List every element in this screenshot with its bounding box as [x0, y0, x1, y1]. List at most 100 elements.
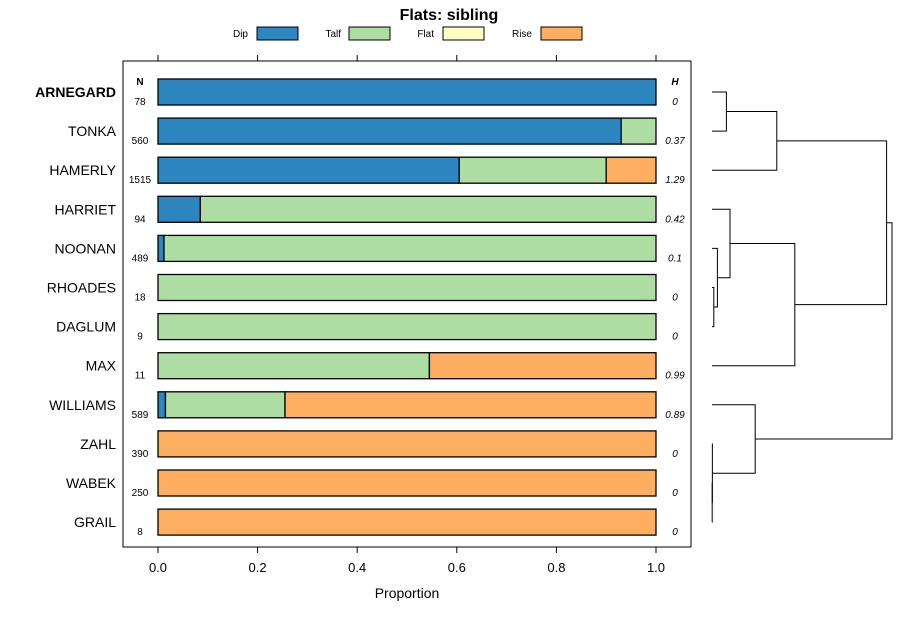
bar-segment-dip [157, 195, 201, 223]
bar-segment-talf [458, 156, 607, 184]
legend-swatch-dip [256, 26, 299, 41]
bar-row-daglum: DAGLUM 9 0 [56, 312, 678, 343]
row-label: GRAIL [74, 514, 116, 530]
bar-segment-talf [157, 312, 657, 341]
row-label: DAGLUM [56, 319, 116, 335]
bar-row-wabek: WABEK 250 0 [66, 469, 678, 499]
bar-segment-talf [157, 273, 657, 302]
row-label: NOONAN [55, 240, 116, 256]
plot-panel [122, 60, 692, 548]
n-value: 18 [134, 293, 146, 304]
legend-label-dip: Dip [233, 29, 248, 40]
row-label: ZAHL [80, 436, 116, 452]
x-tick-label: 0.8 [547, 560, 565, 575]
legend-label-flat: Flat [417, 29, 434, 40]
h-value: 0 [672, 97, 678, 108]
row-label: TONKA [68, 123, 117, 139]
bar-segment-rise [605, 156, 657, 184]
row-label: HAMERLY [49, 162, 116, 178]
row-label: MAX [86, 358, 117, 374]
n-value: 390 [132, 449, 149, 460]
n-value: 1515 [129, 175, 152, 186]
x-axis-title: Proportion [375, 585, 440, 601]
bar-segment-rise [157, 508, 657, 536]
h-value: 0.99 [665, 371, 685, 382]
h-value: 0.37 [665, 136, 685, 147]
bar-row-williams: WILLIAMS 589 0.89 [49, 391, 685, 421]
bar-segment-dip [157, 78, 657, 106]
bar-segment-talf [164, 391, 286, 419]
n-value: 78 [134, 97, 146, 108]
legend: Dip Talf Flat Rise [233, 26, 583, 41]
x-tick-label: 0.2 [249, 560, 267, 575]
bar-segment-rise [157, 469, 657, 497]
row-label: HARRIET [55, 201, 117, 217]
row-label: WILLIAMS [49, 397, 116, 413]
dendrogram-link [712, 111, 778, 171]
bar-row-grail: GRAIL 8 0 [74, 508, 678, 538]
row-label: WABEK [66, 475, 117, 491]
bar-segment-rise [157, 430, 657, 458]
bar-row-noonan: NOONAN 489 0.1 [55, 234, 682, 264]
h-value: 0.42 [665, 214, 685, 225]
bar-row-harriet: HARRIET 94 0.42 [55, 195, 685, 225]
n-value: 250 [132, 488, 149, 499]
dendrogram-link [712, 243, 796, 367]
bar-segment-dip [157, 391, 167, 419]
h-value: 0 [672, 449, 678, 460]
dendrogram-link [712, 208, 731, 279]
bar-segment-rise [284, 391, 657, 419]
bar-row-max: MAX 11 0.99 [86, 352, 685, 382]
bar-row-zahl: ZAHL 390 0 [80, 430, 678, 460]
bar-segment-dip [157, 234, 165, 263]
n-value: 11 [135, 371, 146, 382]
bar-row-hamerly: HAMERLY 1515 1.29 [49, 156, 685, 186]
chart-title: Flats: sibling [400, 7, 499, 24]
x-tick-label: 0.0 [149, 560, 167, 575]
x-tick-label: 1.0 [647, 560, 665, 575]
bar-row-tonka: TONKA 560 0.37 [68, 117, 685, 147]
x-tick-label: 0.6 [448, 560, 466, 575]
bar-segment-talf [199, 195, 657, 223]
dendrogram-link [712, 404, 756, 474]
bar-segment-dip [157, 156, 460, 184]
bar-row-rhoades: RHOADES 18 0 [47, 273, 678, 304]
n-value: 8 [137, 527, 143, 538]
legend-swatch-talf [348, 26, 391, 41]
legend-swatch-flat [442, 26, 485, 41]
row-label: RHOADES [47, 280, 116, 296]
n-value: 94 [134, 214, 146, 225]
row-label: ARNEGARD [35, 84, 116, 100]
x-axis: 0.0 0.2 0.4 0.6 0.8 1.0 [149, 55, 665, 575]
dendrogram-link [712, 247, 718, 308]
h-value: 0 [672, 332, 678, 343]
h-value: 0 [672, 488, 678, 499]
legend-label-talf: Talf [325, 29, 341, 40]
dendrogram-link [712, 91, 727, 132]
h-value: 0 [672, 293, 678, 304]
bar-segment-talf [620, 117, 657, 145]
h-value: 1.29 [665, 175, 685, 186]
h-value: 0.89 [665, 410, 685, 421]
n-column-header: N [136, 77, 143, 88]
n-value: 489 [132, 253, 149, 264]
dendrogram-link [776, 140, 888, 306]
bar-segment-talf [157, 352, 431, 380]
bar-segment-rise [428, 352, 657, 380]
legend-label-rise: Rise [512, 29, 532, 40]
dendrogram-link [712, 287, 715, 328]
bar-row-arnegard: ARNEGARD 78 0 [35, 78, 678, 108]
dendrogram-link [755, 222, 893, 440]
n-value: 560 [132, 136, 149, 147]
bar-segment-talf [163, 234, 657, 263]
n-value: 589 [132, 410, 149, 421]
x-tick-label: 0.4 [348, 560, 366, 575]
n-value: 9 [137, 332, 143, 343]
dendrogram [711, 91, 893, 523]
legend-swatch-rise [540, 26, 583, 41]
h-value: 0 [672, 527, 678, 538]
h-value: 0.1 [668, 253, 682, 264]
h-column-header: H [671, 77, 679, 88]
